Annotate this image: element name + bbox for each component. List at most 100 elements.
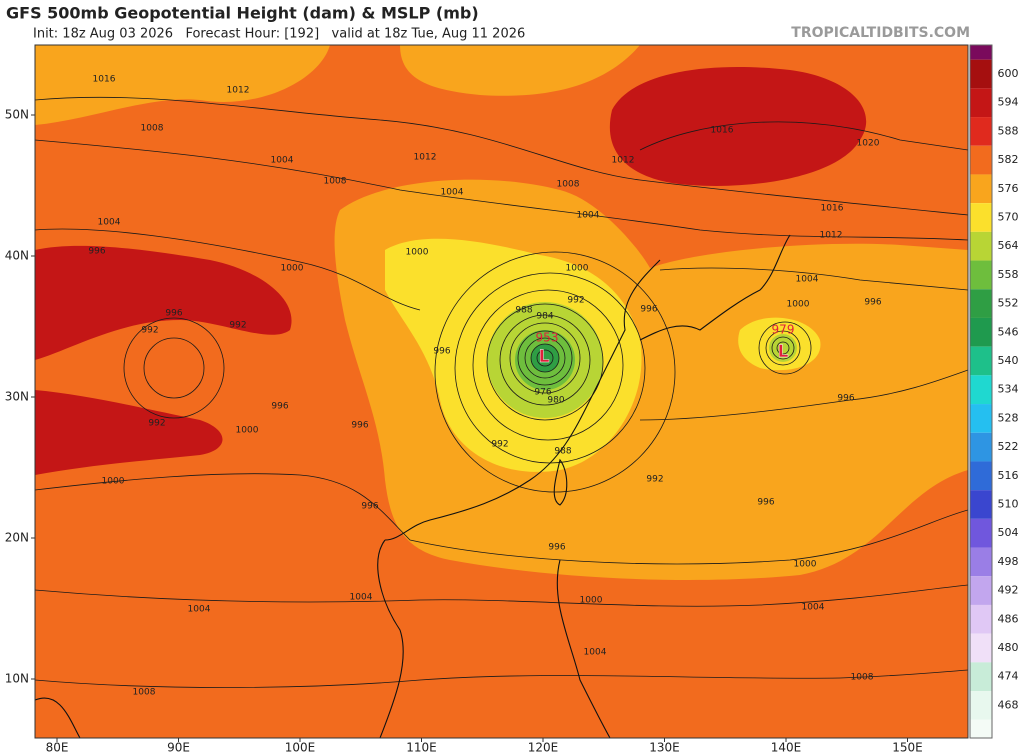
isobar-label: 1004 — [441, 188, 464, 198]
low-marker: L — [539, 347, 550, 367]
isobar-label: 1008 — [141, 124, 164, 134]
colorbar-label: 582 — [998, 153, 1019, 166]
isobar-label: 1008 — [557, 180, 580, 190]
isobar-label: 992 — [491, 440, 508, 450]
isobar-label: 976 — [534, 388, 551, 398]
colorbar-label: 468 — [998, 698, 1019, 711]
low-marker: L — [778, 342, 789, 362]
colorbar-label: 564 — [998, 239, 1019, 252]
lon-label: 100E — [285, 741, 316, 755]
isobar-label: 996 — [271, 402, 288, 412]
colorbar-swatch — [970, 576, 992, 605]
colorbar-label: 552 — [998, 297, 1019, 310]
isobar-label: 992 — [646, 475, 663, 485]
isobar-label: 996 — [757, 498, 774, 508]
colorbar-swatch — [970, 719, 992, 738]
isobar-label: 1008 — [324, 177, 347, 187]
colorbar-label: 588 — [998, 124, 1019, 137]
isobar-label: 1016 — [93, 75, 116, 85]
isobar-label: 1004 — [584, 648, 607, 658]
coastline — [35, 234, 791, 738]
isobar-label: 1020 — [857, 139, 880, 149]
isobar-label: 1004 — [577, 211, 600, 221]
isobar-label: 1012 — [227, 86, 250, 96]
height-fill — [400, 45, 640, 96]
isobar-label: 996 — [433, 347, 450, 357]
colorbar-swatch — [970, 289, 992, 318]
low-pressure: 953 — [536, 331, 559, 345]
colorbar-swatch — [970, 260, 992, 290]
isobar-label: 988 — [515, 306, 532, 316]
colorbar-label: 528 — [998, 411, 1019, 424]
colorbar-label: 492 — [998, 584, 1019, 597]
colorbar-swatch — [970, 604, 992, 634]
isobar-label: 996 — [88, 247, 105, 257]
isobar-label: 1004 — [98, 218, 121, 228]
colorbar-label: 546 — [998, 325, 1019, 338]
colorbar-swatch — [970, 547, 992, 577]
colorbar-swatch — [970, 88, 992, 118]
isobar-label: 980 — [547, 396, 564, 406]
colorbar-label: 540 — [998, 354, 1019, 367]
isobar-label: 996 — [837, 394, 854, 404]
colorbar-swatch — [970, 45, 992, 60]
lon-label: 110E — [406, 741, 437, 755]
isobar-label: 1000 — [406, 248, 429, 258]
lon-label: 90E — [167, 741, 190, 755]
colorbar-label: 480 — [998, 641, 1019, 654]
map-area: 1016 1012 1008 1004 1008 1012 1004 1008 1004 1012… — [35, 45, 968, 738]
colorbar-swatch — [970, 346, 992, 376]
height-fill — [609, 66, 867, 186]
isobar-label: 992 — [148, 419, 165, 429]
map-frame — [34, 44, 969, 739]
isobar-label: 1000 — [580, 596, 603, 606]
lon-label: 130E — [649, 741, 680, 755]
colorbar-swatch — [970, 145, 992, 175]
lat-label: 10N — [5, 672, 29, 686]
colorbar-swatch — [970, 518, 992, 548]
isobar-label: 996 — [548, 543, 565, 553]
colorbar-swatch — [970, 633, 992, 663]
isobar-label: 1000 — [236, 426, 259, 436]
colorbar-swatch — [970, 461, 992, 491]
colorbar-swatch — [970, 404, 992, 433]
isobar-label: 1008 — [133, 688, 156, 698]
isobar-label: 1004 — [188, 605, 211, 615]
colorbar-label: 570 — [998, 211, 1019, 224]
colorbar-label: 504 — [998, 526, 1019, 539]
lat-label: 20N — [5, 531, 29, 545]
height-fill — [35, 245, 292, 360]
isobar-label: 1016 — [711, 126, 734, 136]
isobar-label: 1004 — [350, 593, 373, 603]
colorbar-swatch — [970, 375, 992, 405]
colorbar-label: 486 — [998, 612, 1019, 625]
colorbar-label: 522 — [998, 440, 1019, 453]
isobar-label: 1012 — [414, 153, 437, 163]
lat-label: 30N — [5, 390, 29, 404]
isobar-label: 1004 — [796, 275, 819, 285]
colorbar-swatch — [970, 490, 992, 519]
lon-label: 120E — [528, 741, 559, 755]
isobar-label: 1000 — [102, 477, 125, 487]
colorbar-swatch — [970, 317, 992, 347]
height-fill — [769, 334, 797, 362]
colorbar-label: 498 — [998, 555, 1019, 568]
isobar-label: 1000 — [794, 560, 817, 570]
colorbar-label: 600 — [998, 67, 1019, 80]
isobar-label: 992 — [567, 296, 584, 306]
colorbar-swatch — [970, 691, 992, 720]
isobar-label: 996 — [864, 298, 881, 308]
colorbar-label: 510 — [998, 498, 1019, 511]
isobar-label: 996 — [361, 502, 378, 512]
isobar-label: 992 — [141, 326, 158, 336]
isobar-label: 996 — [351, 421, 368, 431]
lat-label: 40N — [5, 249, 29, 263]
isobars — [35, 96, 968, 688]
colorbar-label: 516 — [998, 469, 1019, 482]
lon-label: 140E — [771, 741, 802, 755]
credit: TROPICALTIDBITS.COM — [791, 25, 970, 41]
colorbar-frame — [969, 44, 993, 739]
colorbar-label: 558 — [998, 268, 1019, 281]
lon-label: 150E — [892, 741, 923, 755]
